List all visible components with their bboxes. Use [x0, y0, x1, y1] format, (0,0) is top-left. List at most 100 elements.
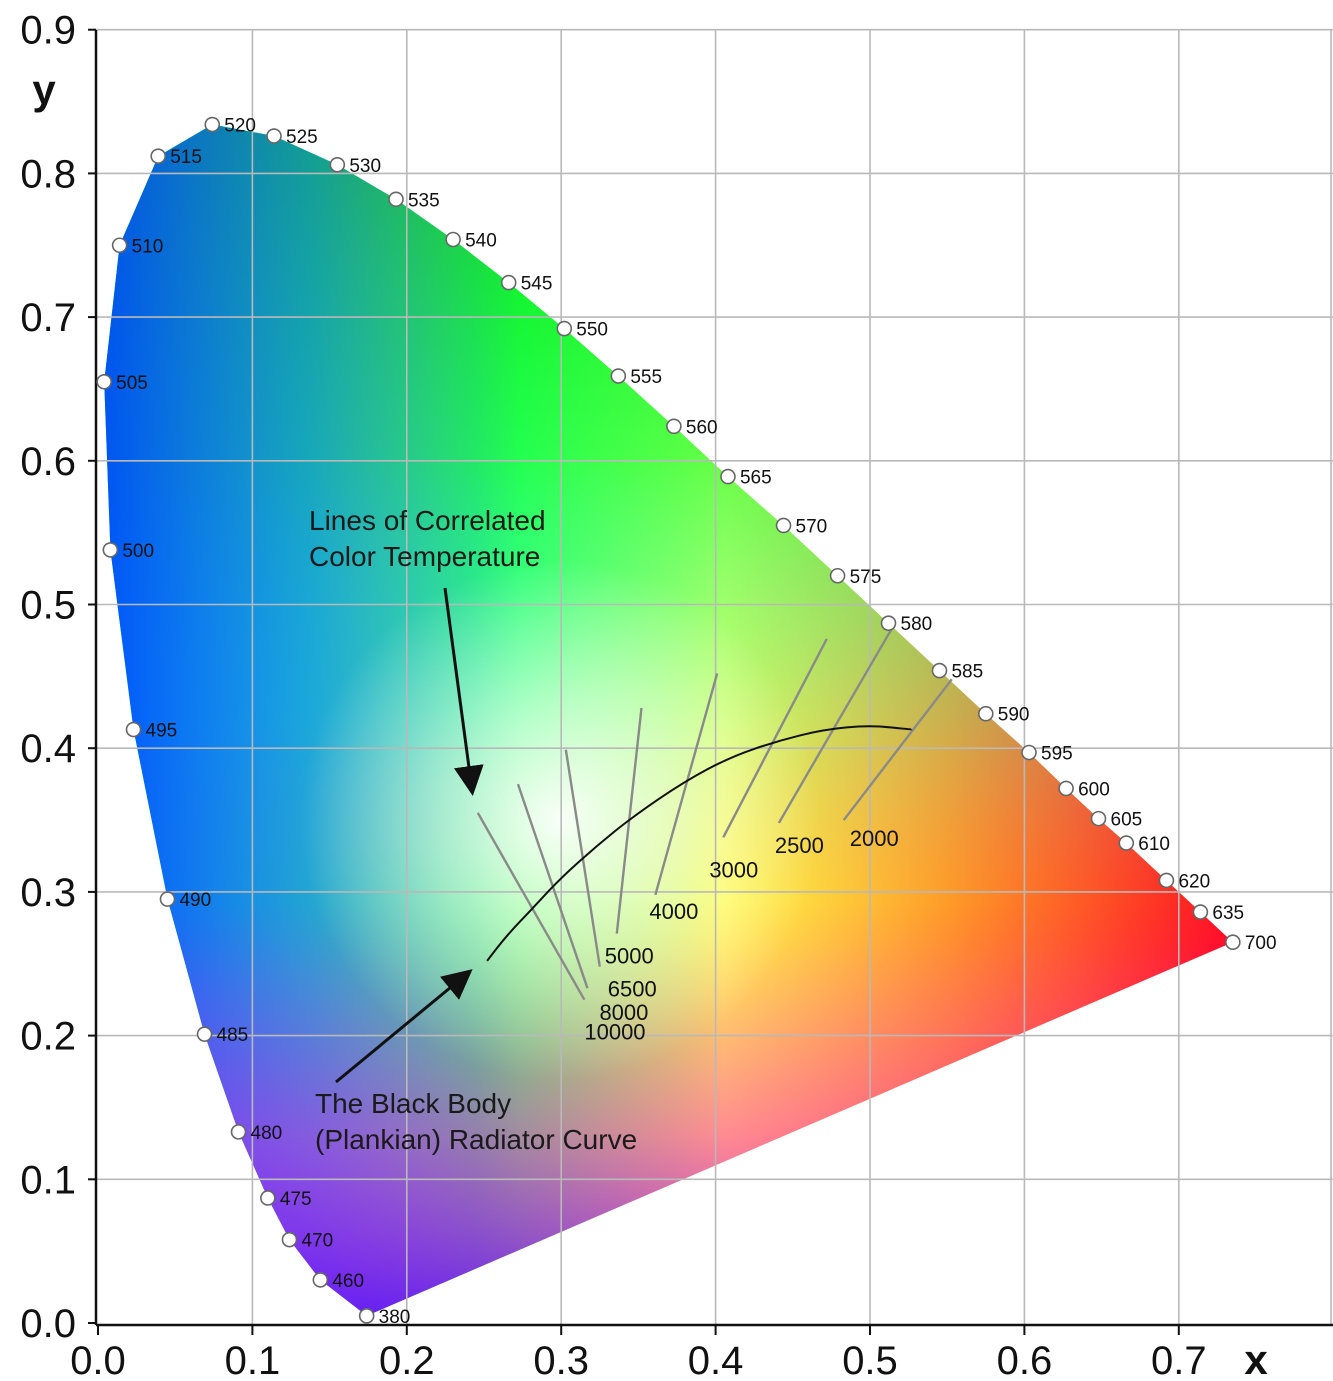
planckian-locus [486, 725, 913, 962]
cct-label: 10000 [584, 1020, 645, 1045]
y-tick-label: 0.3 [20, 871, 76, 915]
grid-lines [96, 28, 1333, 1325]
wavelength-label: 580 [901, 614, 933, 635]
wavelength-point [931, 662, 948, 679]
wavelength-point [1021, 744, 1037, 761]
wavelength-point [610, 368, 627, 384]
wavelength-point [977, 705, 994, 722]
wavelength-label: 495 [146, 721, 178, 742]
wavelength-label: 380 [379, 1307, 411, 1328]
cct-label: 5000 [605, 944, 654, 969]
wavelength-point [150, 148, 167, 164]
cct-label: 2500 [775, 833, 824, 858]
cct-label: 8000 [599, 1000, 648, 1025]
wavelength-label: 555 [630, 367, 662, 388]
wavelength-label: 600 [1078, 779, 1110, 800]
wavelength-point [329, 156, 346, 173]
wavelength-point [125, 721, 142, 738]
y-tick-label: 0.1 [20, 1158, 76, 1202]
x-tick-label: 0.7 [1151, 1339, 1207, 1381]
wavelength-point [1158, 872, 1175, 889]
wavelength-label: 575 [850, 567, 882, 588]
wavelength-point [358, 1308, 375, 1324]
wavelength-point [196, 1026, 213, 1042]
wavelength-point [281, 1231, 298, 1248]
wavelength-label: 560 [686, 417, 718, 438]
wavelength-label: 585 [951, 662, 983, 683]
wavelength-point [230, 1124, 247, 1140]
wavelength-point [1192, 904, 1209, 920]
wavelength-label: 700 [1245, 933, 1277, 954]
wavelength-label: 635 [1212, 903, 1244, 924]
wavelength-point [260, 1190, 276, 1206]
x-tick-label: 0.1 [225, 1339, 281, 1381]
cct-line [722, 638, 828, 838]
wavelength-label: 460 [332, 1271, 364, 1292]
wavelength-label: 470 [301, 1231, 333, 1252]
wavelength-point [775, 517, 792, 534]
x-tick-label: 0.5 [842, 1339, 898, 1381]
wavelength-point [159, 891, 176, 907]
cct-line [777, 628, 893, 824]
wavelength-label: 595 [1041, 744, 1073, 765]
wavelength-label: 480 [251, 1123, 283, 1144]
cct-line [654, 673, 719, 896]
y-tick-label: 0.7 [20, 296, 76, 340]
x-tick-label: 0.0 [70, 1339, 126, 1381]
wavelength-label: 515 [170, 147, 202, 168]
wavelength-label: 525 [286, 127, 318, 148]
y-tick-label: 0.8 [20, 152, 76, 196]
x-tick-label: 0.6 [997, 1339, 1053, 1381]
wavelength-label: 490 [179, 890, 211, 911]
axes: 0.0 0.1 0.2 0.3 0.4 0.5 0.6 0.7 0.0 0.1 0.2 0.3 0.4 0… [20, 9, 1333, 1381]
wavelength-label: 500 [122, 541, 154, 562]
y-tick-label: 0.5 [20, 584, 76, 628]
wavelength-label: 590 [998, 705, 1030, 726]
wavelength-point [500, 274, 517, 291]
wavelength-point [102, 542, 119, 558]
wavelength-label: 510 [132, 236, 164, 257]
y-tick-label: 0.2 [20, 1015, 76, 1059]
wavelength-markers: 380 460 470 475 480 485 490 495 500 505 510 515 520 5… [96, 116, 1277, 1328]
x-axis-label: x [1244, 1336, 1268, 1381]
wavelength-point [445, 231, 461, 248]
x-tick-label: 0.4 [688, 1339, 744, 1381]
wavelength-label: 610 [1138, 834, 1170, 855]
wavelength-label: 475 [280, 1189, 312, 1210]
wavelength-label: 530 [349, 156, 381, 177]
wavelength-point [312, 1272, 329, 1288]
y-axis-label: y [32, 66, 56, 113]
cct-label: 6500 [608, 977, 657, 1002]
wavelength-label: 545 [521, 274, 553, 295]
wavelength-point [1090, 810, 1107, 827]
wavelength-label: 605 [1111, 810, 1143, 831]
cct-line [842, 678, 953, 821]
wavelength-point [388, 191, 404, 208]
wavelength-point [1118, 835, 1135, 851]
wavelength-label: 565 [740, 468, 772, 489]
wavelength-label: 540 [465, 231, 497, 252]
cct-label: 2000 [850, 826, 899, 851]
wavelength-point [829, 567, 846, 584]
wavelength-point [1058, 780, 1074, 797]
wavelength-point [556, 320, 573, 337]
wavelength-label: 620 [1178, 871, 1210, 892]
wavelength-label: 520 [224, 116, 256, 137]
x-tick-label: 0.2 [379, 1339, 435, 1381]
cct-annotation-line1: Lines of Correlated [309, 505, 546, 536]
cct-label: 3000 [709, 857, 758, 882]
wavelength-point [880, 615, 897, 631]
cct-arrow [443, 587, 484, 796]
wavelength-point [96, 373, 112, 390]
wavelength-point [1225, 934, 1241, 950]
y-tick-label: 0.9 [20, 9, 76, 53]
y-tick-label: 0.4 [20, 727, 76, 771]
cct-annotation-line2: Color Temperature [309, 541, 540, 572]
annotations: Lines of Correlated Color Temperature The … [309, 505, 637, 1155]
planck-annotation-line1: The Black Body [315, 1088, 511, 1119]
annotation-arrows [335, 587, 484, 1084]
wavelength-label: 505 [116, 373, 148, 394]
